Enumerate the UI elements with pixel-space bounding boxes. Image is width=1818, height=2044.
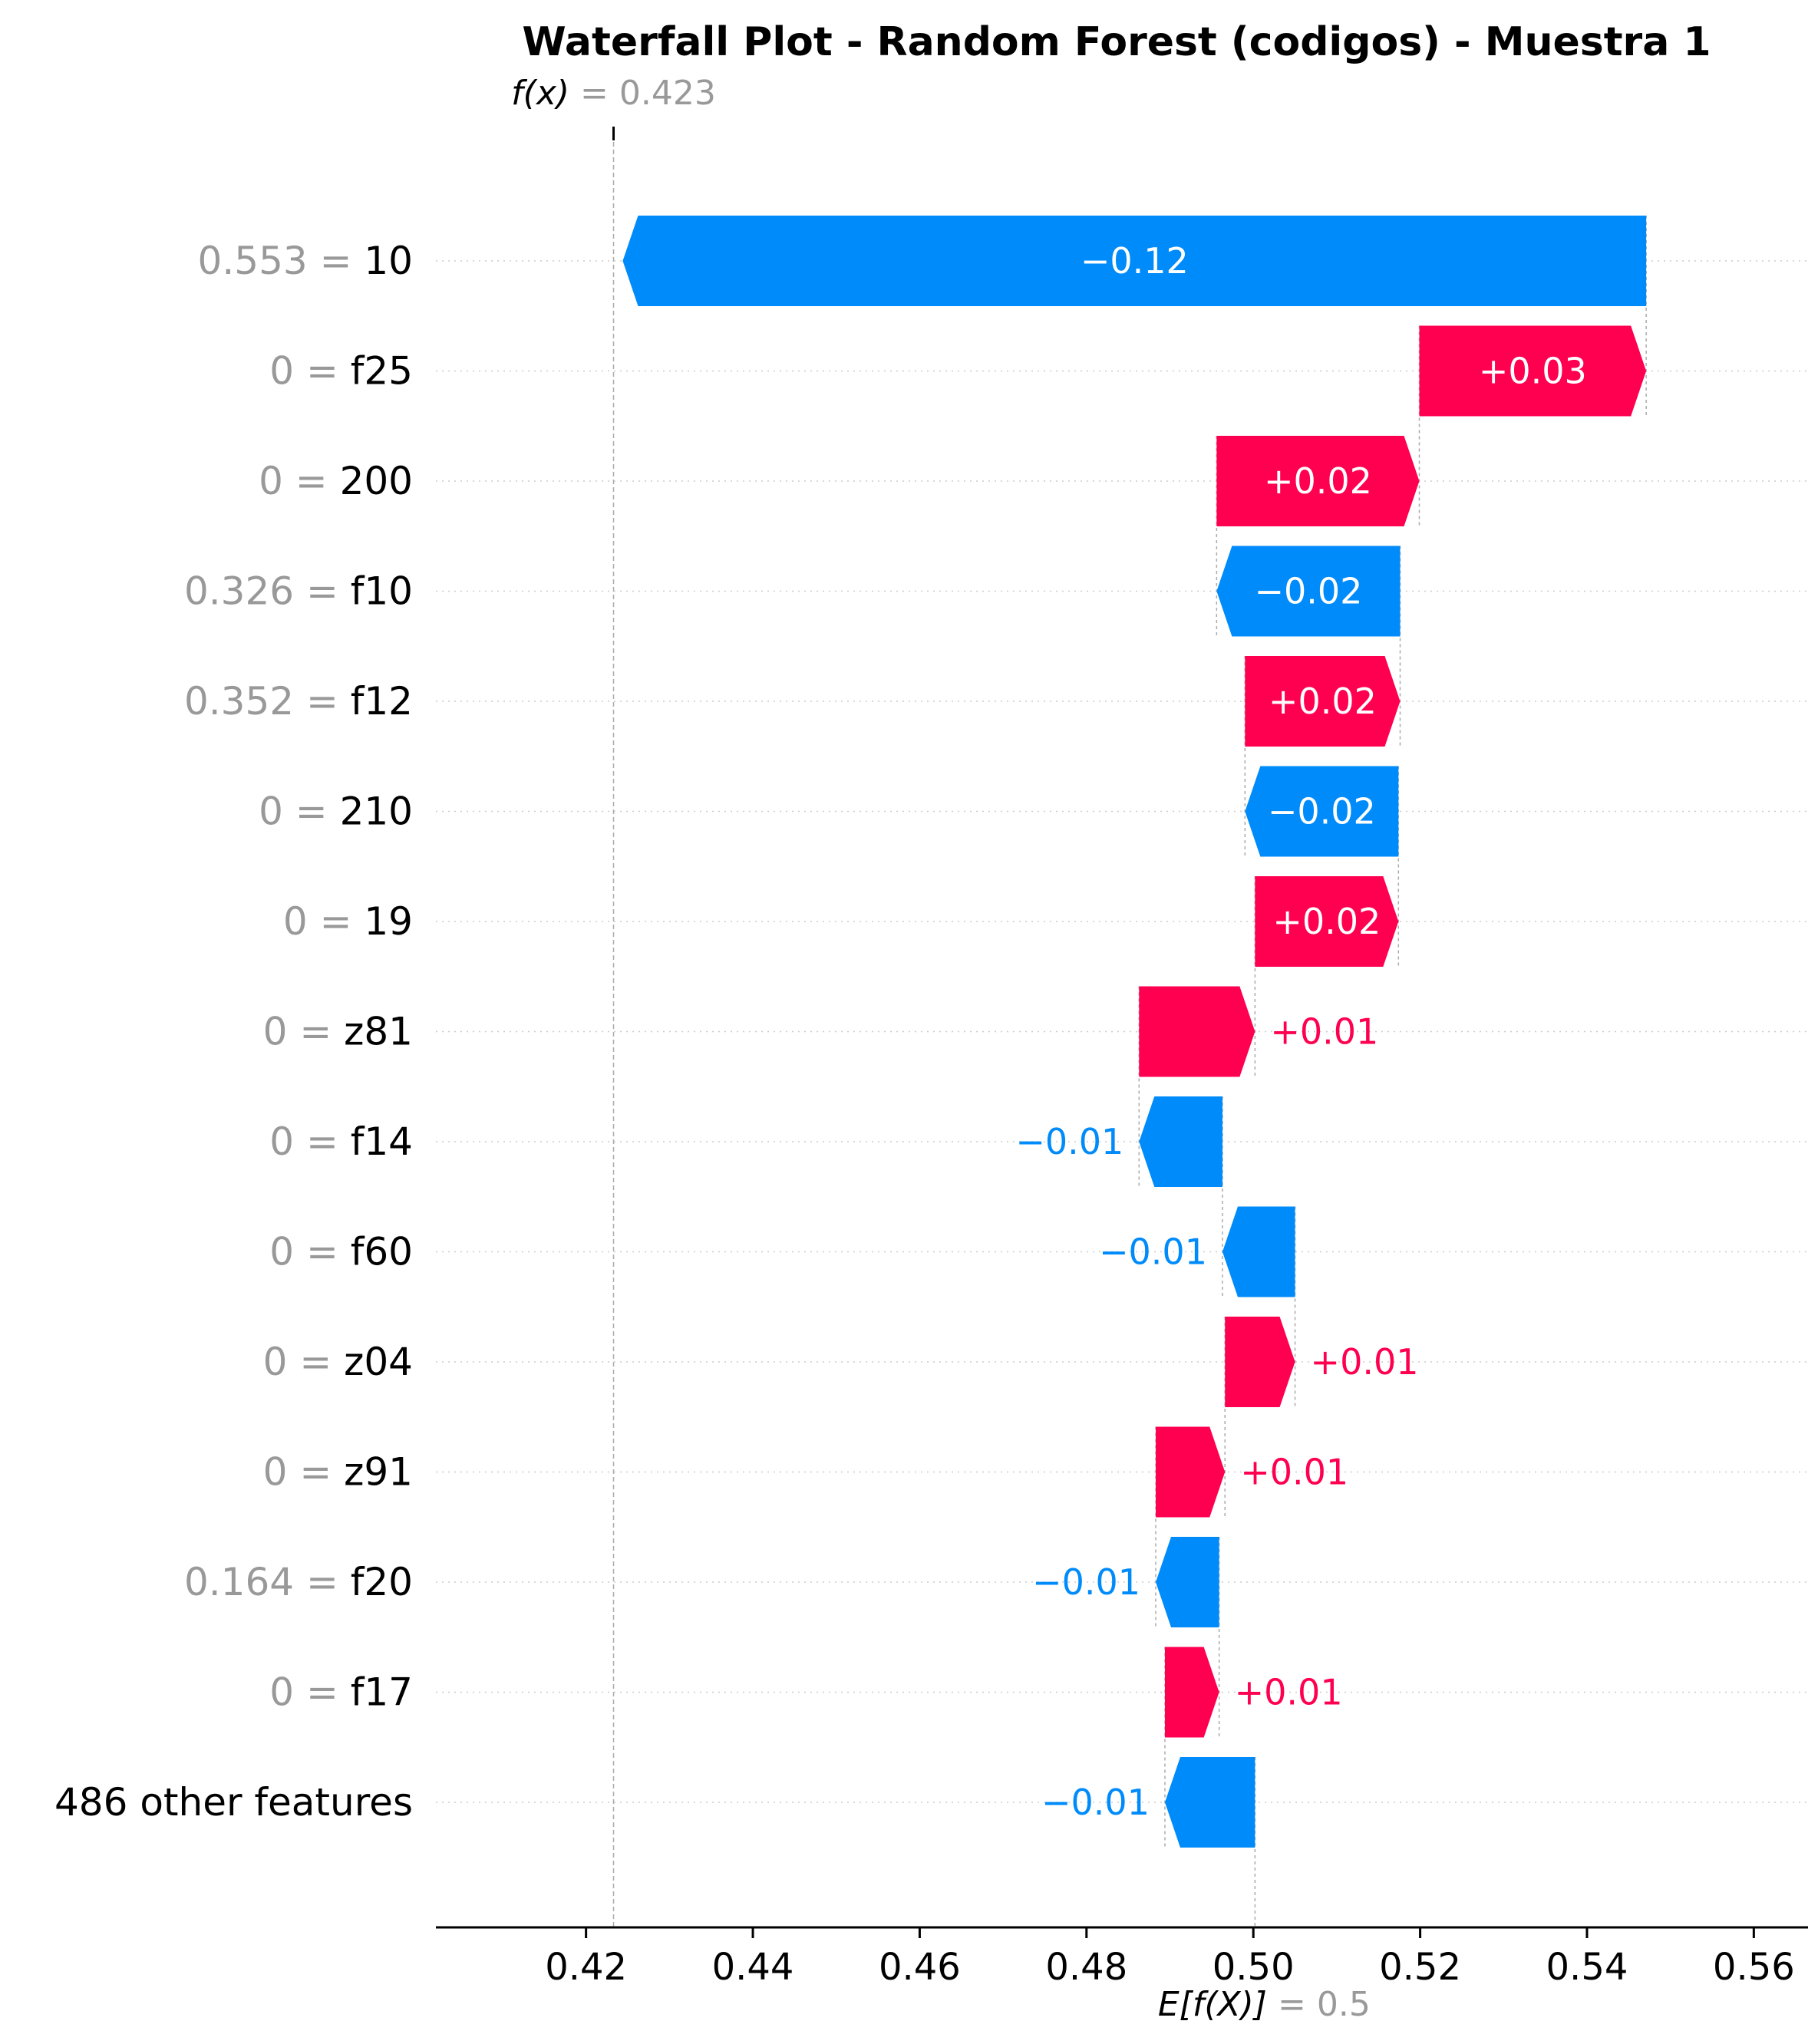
- bar-210: [1245, 766, 1399, 857]
- base-label: E[f(X)]: [1158, 1985, 1267, 2024]
- x-tick-label: 0.46: [879, 1946, 961, 1989]
- feature-value: 0 =: [263, 1340, 345, 1384]
- base-value: 0.5: [1317, 1985, 1371, 2024]
- feature-label: 0 = f25: [269, 349, 413, 394]
- bar-f12: [1245, 656, 1401, 747]
- feature-label: 486 other features: [54, 1780, 413, 1825]
- feature-value: 0 =: [269, 1670, 351, 1715]
- bar-value-label: +0.01: [1270, 1011, 1378, 1053]
- chart-title: Waterfall Plot - Random Forest (codigos)…: [522, 19, 1711, 65]
- feature-name: f60: [351, 1230, 413, 1274]
- feature-name: z04: [344, 1340, 413, 1384]
- feature-name: f12: [351, 679, 413, 724]
- feature-value: 0.553 =: [198, 239, 365, 283]
- fx-equals: =: [580, 74, 619, 113]
- base-annotation: E[f(X)] = 0.5: [1158, 1985, 1371, 2024]
- bar-value-label: −0.01: [1041, 1782, 1150, 1823]
- feature-value: 0 =: [269, 1230, 351, 1274]
- feature-value: 0.326 =: [184, 569, 351, 614]
- feature-label: 0 = 210: [259, 790, 413, 834]
- bar-value-label: +0.01: [1311, 1341, 1419, 1383]
- bar-z81: [1139, 986, 1255, 1077]
- feature-label: 0 = 200: [259, 459, 413, 503]
- feature-label: 0 = f60: [269, 1230, 413, 1274]
- feature-label: 0 = f17: [269, 1670, 413, 1715]
- bar-z04: [1225, 1317, 1295, 1407]
- bar-486-other-features: [1164, 1757, 1255, 1848]
- x-tick-label: 0.44: [712, 1946, 794, 1989]
- x-tick-label: 0.42: [545, 1946, 627, 1989]
- feature-value: 0 =: [283, 899, 365, 944]
- feature-name: f14: [351, 1119, 413, 1164]
- bar-value-label: −0.12: [1081, 240, 1189, 282]
- feature-value: 0 =: [259, 459, 340, 503]
- feature-name: f25: [351, 349, 413, 394]
- feature-value: 0.352 =: [184, 679, 351, 724]
- bar-value-label: +0.01: [1240, 1452, 1348, 1493]
- feature-name: 486 other features: [54, 1780, 413, 1825]
- feature-label: 0 = f14: [269, 1119, 413, 1164]
- feature-name: 10: [364, 239, 413, 283]
- fx-value: 0.423: [619, 74, 716, 113]
- bar-value-label: −0.01: [1099, 1231, 1207, 1273]
- feature-name: 19: [364, 899, 413, 944]
- feature-label: 0 = z91: [263, 1450, 413, 1495]
- feature-value: 0 =: [263, 1010, 345, 1054]
- feature-label: 0.352 = f12: [184, 679, 413, 724]
- feature-name: f17: [351, 1670, 413, 1715]
- x-tick-label: 0.50: [1213, 1946, 1295, 1989]
- bar-f10: [1216, 546, 1401, 637]
- feature-value: 0 =: [269, 349, 351, 394]
- feature-value: 0 =: [263, 1450, 345, 1495]
- fx-annotation: f(x) = 0.423: [511, 74, 716, 113]
- feature-value: 0.164 =: [184, 1560, 351, 1604]
- bar-value-label: −0.01: [1032, 1561, 1140, 1603]
- bar-f17: [1164, 1647, 1219, 1738]
- feature-label: 0.553 = 10: [198, 239, 413, 283]
- feature-label: 0 = z04: [263, 1340, 413, 1384]
- bar-value-label: +0.02: [1264, 460, 1372, 502]
- x-tick-label: 0.56: [1713, 1946, 1795, 1989]
- bar-value-label: −0.02: [1268, 791, 1376, 832]
- feature-value: 0 =: [259, 790, 340, 834]
- feature-name: 200: [340, 459, 413, 503]
- bars: −0.12 +0.03 +0.02 −0.02 +0.02 −0.02 +0.02 +0.01…: [622, 216, 1647, 1848]
- feature-name: f10: [351, 569, 413, 614]
- bar-value-label: +0.02: [1272, 901, 1381, 942]
- feature-value: 0 =: [269, 1119, 351, 1164]
- x-tick-label: 0.54: [1546, 1946, 1628, 1989]
- bar-200: [1216, 436, 1420, 526]
- feature-label: 0 = 19: [283, 899, 413, 944]
- bar-value-label: −0.02: [1254, 571, 1362, 612]
- bar-f60: [1222, 1206, 1295, 1297]
- bar-f14: [1139, 1096, 1222, 1187]
- bar-z91: [1156, 1426, 1226, 1518]
- bar-value-label: +0.03: [1479, 351, 1587, 392]
- bar-value-label: +0.02: [1269, 681, 1377, 722]
- feature-label: 0.164 = f20: [184, 1560, 413, 1604]
- feature-name: z91: [344, 1450, 413, 1495]
- bar-f25: [1419, 325, 1647, 417]
- bar-value-label: −0.01: [1015, 1121, 1123, 1162]
- feature-label: 0 = z81: [263, 1010, 413, 1054]
- fx-label: f(x): [511, 74, 569, 113]
- feature-name: 210: [340, 790, 413, 834]
- bar-19: [1255, 876, 1399, 967]
- bar-10: [622, 216, 1647, 306]
- bar-value-label: +0.01: [1235, 1672, 1343, 1713]
- base-equals: =: [1278, 1985, 1317, 2024]
- feature-name: z81: [344, 1010, 413, 1054]
- x-tick-label: 0.52: [1379, 1946, 1461, 1989]
- x-tick-label: 0.48: [1045, 1946, 1127, 1989]
- bar-f20: [1156, 1537, 1219, 1627]
- x-axis: 0.42 0.44 0.46 0.48 0.50 0.52 0.54 0.56: [436, 1926, 1808, 1989]
- feature-name: f20: [351, 1560, 413, 1604]
- feature-label: 0.326 = f10: [184, 569, 413, 614]
